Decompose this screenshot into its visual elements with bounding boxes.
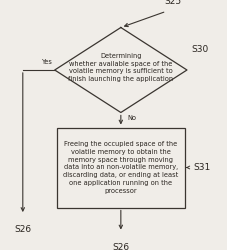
- Text: Yes: Yes: [41, 59, 52, 65]
- Polygon shape: [54, 28, 186, 112]
- Text: S26: S26: [14, 225, 31, 234]
- Text: Determining
whether available space of the
volatile memory is sufficient to
fini: Determining whether available space of t…: [68, 53, 173, 82]
- Bar: [57, 128, 184, 208]
- Text: S30: S30: [191, 46, 208, 54]
- Text: No: No: [127, 114, 136, 120]
- Text: Freeing the occupied space of the
volatile memory to obtain the
memory space thr: Freeing the occupied space of the volati…: [63, 141, 178, 194]
- Text: S25: S25: [164, 0, 181, 6]
- Text: S26: S26: [112, 242, 129, 250]
- Text: S31: S31: [193, 163, 210, 172]
